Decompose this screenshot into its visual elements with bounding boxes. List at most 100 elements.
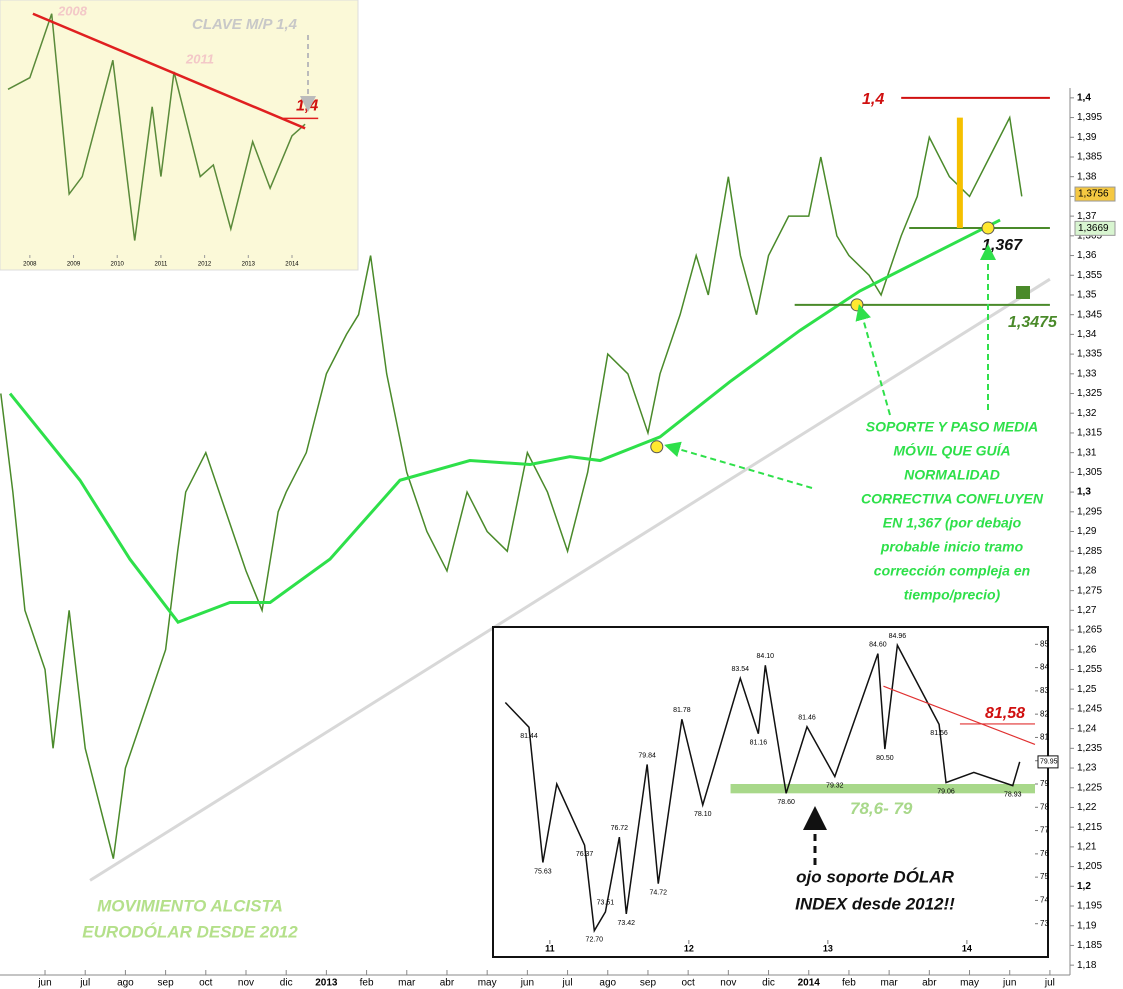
x-tick-label: jul <box>1044 978 1055 989</box>
marker <box>650 440 664 454</box>
annotation: ojo soporte DÓLAR <box>796 867 954 886</box>
x-tick-label: 2014 <box>798 978 821 989</box>
value-label: 79.84 <box>638 752 656 759</box>
y-tick-label: 1,305 <box>1077 467 1102 478</box>
y-tick-label: 1,37 <box>1077 211 1097 222</box>
y-tick-label: 1,4 <box>1077 92 1091 103</box>
annotation: probable inicio tramo <box>880 539 1024 555</box>
inset-dollar-index: 737475767778798081828384851112131478,6- … <box>504 633 1059 953</box>
y-tick-label: 82 <box>1040 709 1049 718</box>
value-label: 81.16 <box>750 740 768 747</box>
y-tick-label: 1,35 <box>1077 290 1097 301</box>
y-tick-label: 85 <box>1040 639 1049 648</box>
trend-line <box>89 277 1051 882</box>
x-tick-label: oct <box>681 978 695 989</box>
x-tick-label: abr <box>440 978 455 989</box>
y-tick-label: 1,265 <box>1077 625 1102 636</box>
level-flag <box>1016 286 1030 299</box>
x-tick-label: 2012 <box>198 262 212 268</box>
value-label: 72.70 <box>586 937 604 944</box>
y-tick-label: 1,235 <box>1077 743 1102 754</box>
series-line <box>8 218 1001 624</box>
y-tick-label: 1,33 <box>1077 368 1097 379</box>
value-label: 76.72 <box>611 825 629 832</box>
y-tick-label: 73 <box>1040 919 1049 928</box>
inset-background <box>0 0 359 271</box>
x-tick-label: 2010 <box>111 262 125 268</box>
x-tick-label: jul <box>562 978 573 989</box>
level-label: 81,58 <box>985 705 1025 722</box>
value-label: 78.93 <box>1004 791 1022 798</box>
y-tick-label: 1,285 <box>1077 546 1102 557</box>
x-tick-label: 12 <box>684 943 694 953</box>
x-tick-label: 2009 <box>67 262 81 268</box>
x-tick-label: nov <box>238 978 254 989</box>
annotation: CORRECTIVA CONFLUYEN <box>861 491 1044 507</box>
y-tick-label: 1,325 <box>1077 388 1102 399</box>
marker <box>850 298 864 312</box>
annotation: MOVIMIENTO ALCISTA <box>97 896 283 915</box>
y-tick-label: 1,215 <box>1077 822 1102 833</box>
value-label: 81.44 <box>520 733 538 740</box>
y-tick-label: 1,335 <box>1077 349 1102 360</box>
annotation: tiempo/precio) <box>904 587 1001 603</box>
x-tick-label: jun <box>37 978 51 989</box>
y-tick-label: 1,32 <box>1077 408 1097 419</box>
y-tick-label: 1,27 <box>1077 605 1097 616</box>
annotation: MÓVIL QUE GUÍA <box>893 442 1010 459</box>
price-tag-label: 1,3669 <box>1078 223 1109 234</box>
x-tick-label: ago <box>599 978 616 989</box>
annotation: EURODÓLAR DESDE 2012 <box>82 922 298 941</box>
annotation: corrección compleja en <box>874 563 1030 579</box>
y-tick-label: 1,195 <box>1077 901 1102 912</box>
annotation: EN 1,367 (por debajo <box>883 515 1022 531</box>
y-tick-label: 1,185 <box>1077 940 1102 951</box>
annotation: SOPORTE Y PASO MEDIA <box>866 419 1038 435</box>
level-label: 1,4 <box>862 91 884 108</box>
y-tick-label: 1,395 <box>1077 112 1102 123</box>
x-tick-label: feb <box>360 978 374 989</box>
value-label: 84.10 <box>757 653 775 660</box>
value-label: 73.51 <box>597 900 615 907</box>
trend-line <box>32 12 306 130</box>
x-tick-label: sep <box>158 978 175 989</box>
y-tick-label: 1,19 <box>1077 920 1097 931</box>
value-label: 83.54 <box>732 666 750 673</box>
value-label: 84.60 <box>869 641 887 648</box>
y-tick-label: 77 <box>1040 826 1049 835</box>
y-tick-label: 1,28 <box>1077 566 1097 577</box>
x-tick-label: jun <box>520 978 534 989</box>
x-tick-label: jun <box>1002 978 1016 989</box>
y-tick-label: 1,38 <box>1077 171 1097 182</box>
x-tick-label: nov <box>720 978 736 989</box>
x-tick-label: dic <box>280 978 293 989</box>
x-tick-label: dic <box>762 978 775 989</box>
x-tick-label: ago <box>117 978 134 989</box>
x-tick-label: mar <box>398 978 416 989</box>
y-tick-label: 1,365 <box>1077 230 1102 241</box>
y-tick-label: 1,275 <box>1077 585 1102 596</box>
value-label: 78.60 <box>777 799 795 806</box>
value-label: 81.46 <box>798 715 816 722</box>
y-tick-label: 1,225 <box>1077 782 1102 793</box>
value-label: 79.32 <box>826 782 844 789</box>
y-tick-label: 1,29 <box>1077 526 1097 537</box>
marker <box>981 221 995 235</box>
y-tick-label: 84 <box>1040 663 1049 672</box>
annotation: NORMALIDAD <box>904 467 1000 483</box>
y-tick-label: 1,18 <box>1077 960 1097 971</box>
price-tag <box>1074 186 1116 202</box>
arrow <box>664 441 813 489</box>
price-tag-label: 1,3756 <box>1078 189 1109 200</box>
value-label: 78.10 <box>694 811 712 818</box>
main-chart: 1,4 1,395 1,39 1,385 1,38 1,3 75 1,37 1,365 1,36 1… <box>0 91 1116 989</box>
x-tick-label: 2013 <box>315 978 338 989</box>
y-tick-label: 1,26 <box>1077 644 1097 655</box>
x-tick-label: 14 <box>962 943 972 953</box>
x-tick-label: sep <box>640 978 657 989</box>
y-tick-label: 1,385 <box>1077 152 1102 163</box>
series-line <box>504 642 1021 933</box>
y-tick-label: 81 <box>1040 733 1049 742</box>
x-tick-label: feb <box>842 978 856 989</box>
